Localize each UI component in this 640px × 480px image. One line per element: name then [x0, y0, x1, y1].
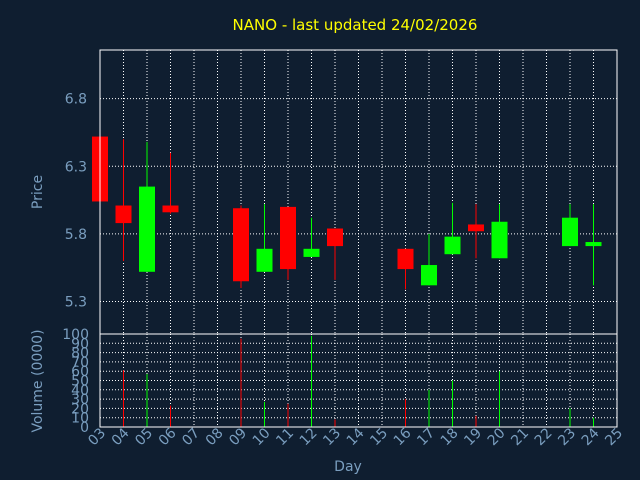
volume-tick-label: 70	[71, 355, 89, 371]
candle-19	[468, 204, 484, 259]
candle-body	[491, 221, 508, 259]
candle-04	[115, 139, 132, 261]
candle-body	[303, 248, 320, 257]
candlesticks	[92, 136, 602, 290]
x-tick-label: 06	[156, 425, 180, 449]
candle-17	[421, 233, 437, 286]
x-tick-label: 11	[273, 425, 297, 449]
volume-gridlines	[100, 333, 617, 428]
x-tick-label: 07	[179, 425, 203, 449]
chart-title: NANO - last updated 24/02/2026	[233, 16, 478, 34]
x-tick-label: 24	[579, 425, 603, 449]
x-tick-label: 23	[555, 425, 579, 449]
x-tick-label: 22	[532, 425, 556, 449]
x-tick-label: 16	[391, 425, 415, 449]
price-tick-label: 6.3	[65, 159, 87, 175]
candle-06	[162, 152, 179, 214]
x-tick-label: 18	[438, 425, 462, 449]
x-tick-label: 17	[414, 425, 438, 449]
x-tick-label: 08	[203, 425, 227, 449]
volume-tick-label: 20	[71, 401, 89, 417]
candle-24	[585, 204, 602, 286]
volume-tick-label: 80	[71, 346, 89, 362]
x-tick-label: 10	[250, 425, 274, 449]
x-tick-label: 19	[461, 425, 485, 449]
volume-axis-label: Volume (0000)	[30, 329, 46, 432]
candle-body	[397, 248, 414, 270]
volume-frame	[99, 333, 618, 428]
candle-body	[139, 186, 155, 272]
candle-11	[280, 206, 296, 280]
volume-tick-label: 90	[71, 336, 89, 352]
volume-bars	[123, 335, 594, 427]
volume-tick-label: 100	[62, 327, 89, 343]
price-y-ticks: 5.3 5.8 6.3 6.8	[65, 92, 87, 311]
price-tick-label: 6.8	[65, 92, 87, 108]
candle-body	[327, 228, 343, 247]
x-tick-label: 20	[485, 425, 509, 449]
candle-body	[233, 208, 249, 282]
x-tick-label: 12	[297, 425, 321, 449]
candle-body	[115, 205, 132, 224]
candle-body	[280, 206, 296, 270]
x-tick-label: 13	[320, 425, 344, 449]
candle-16	[397, 248, 414, 290]
price-gridlines	[100, 50, 617, 334]
candle-10	[256, 204, 273, 272]
volume-tick-label: 30	[71, 392, 89, 408]
x-tick-label: 04	[109, 425, 133, 449]
x-tick-label: 14	[344, 425, 368, 449]
candle-body	[421, 265, 437, 286]
volume-tick-label: 50	[71, 374, 89, 390]
candle-23	[562, 204, 578, 247]
candle-body	[468, 224, 484, 232]
x-tick-label: 15	[367, 425, 391, 449]
volume-tick-label: 40	[71, 383, 89, 399]
x-ticks: 03 04 05 06 07 08 09 10 11 12 13 14 15 16 17 18 19 20 21 22…	[85, 425, 626, 449]
price-panel: 5.3 5.8 6.3 6.8 Price	[30, 49, 618, 335]
candle-13	[327, 228, 343, 280]
candle-20	[491, 204, 508, 259]
candle-body	[256, 248, 273, 272]
candle-09	[233, 205, 249, 289]
candle-05	[139, 141, 155, 272]
candle-18	[444, 202, 461, 255]
candle-body	[562, 217, 578, 247]
x-tick-label: 05	[132, 425, 156, 449]
price-tick-label: 5.8	[65, 227, 87, 243]
candle-body	[162, 205, 179, 213]
price-tick-label: 5.3	[65, 295, 87, 311]
volume-tick-label: 60	[71, 364, 89, 380]
volume-tick-label: 0	[80, 420, 89, 436]
x-tick-label: 25	[602, 425, 626, 449]
candle-body	[585, 242, 602, 247]
price-axis-label: Price	[30, 175, 46, 209]
volume-tick-label: 10	[71, 411, 89, 427]
candle-12	[303, 217, 320, 257]
candle-body	[444, 236, 461, 255]
x-tick-label: 21	[508, 425, 532, 449]
x-axis-label: Day	[334, 459, 362, 475]
x-tick-label: 09	[226, 425, 250, 449]
